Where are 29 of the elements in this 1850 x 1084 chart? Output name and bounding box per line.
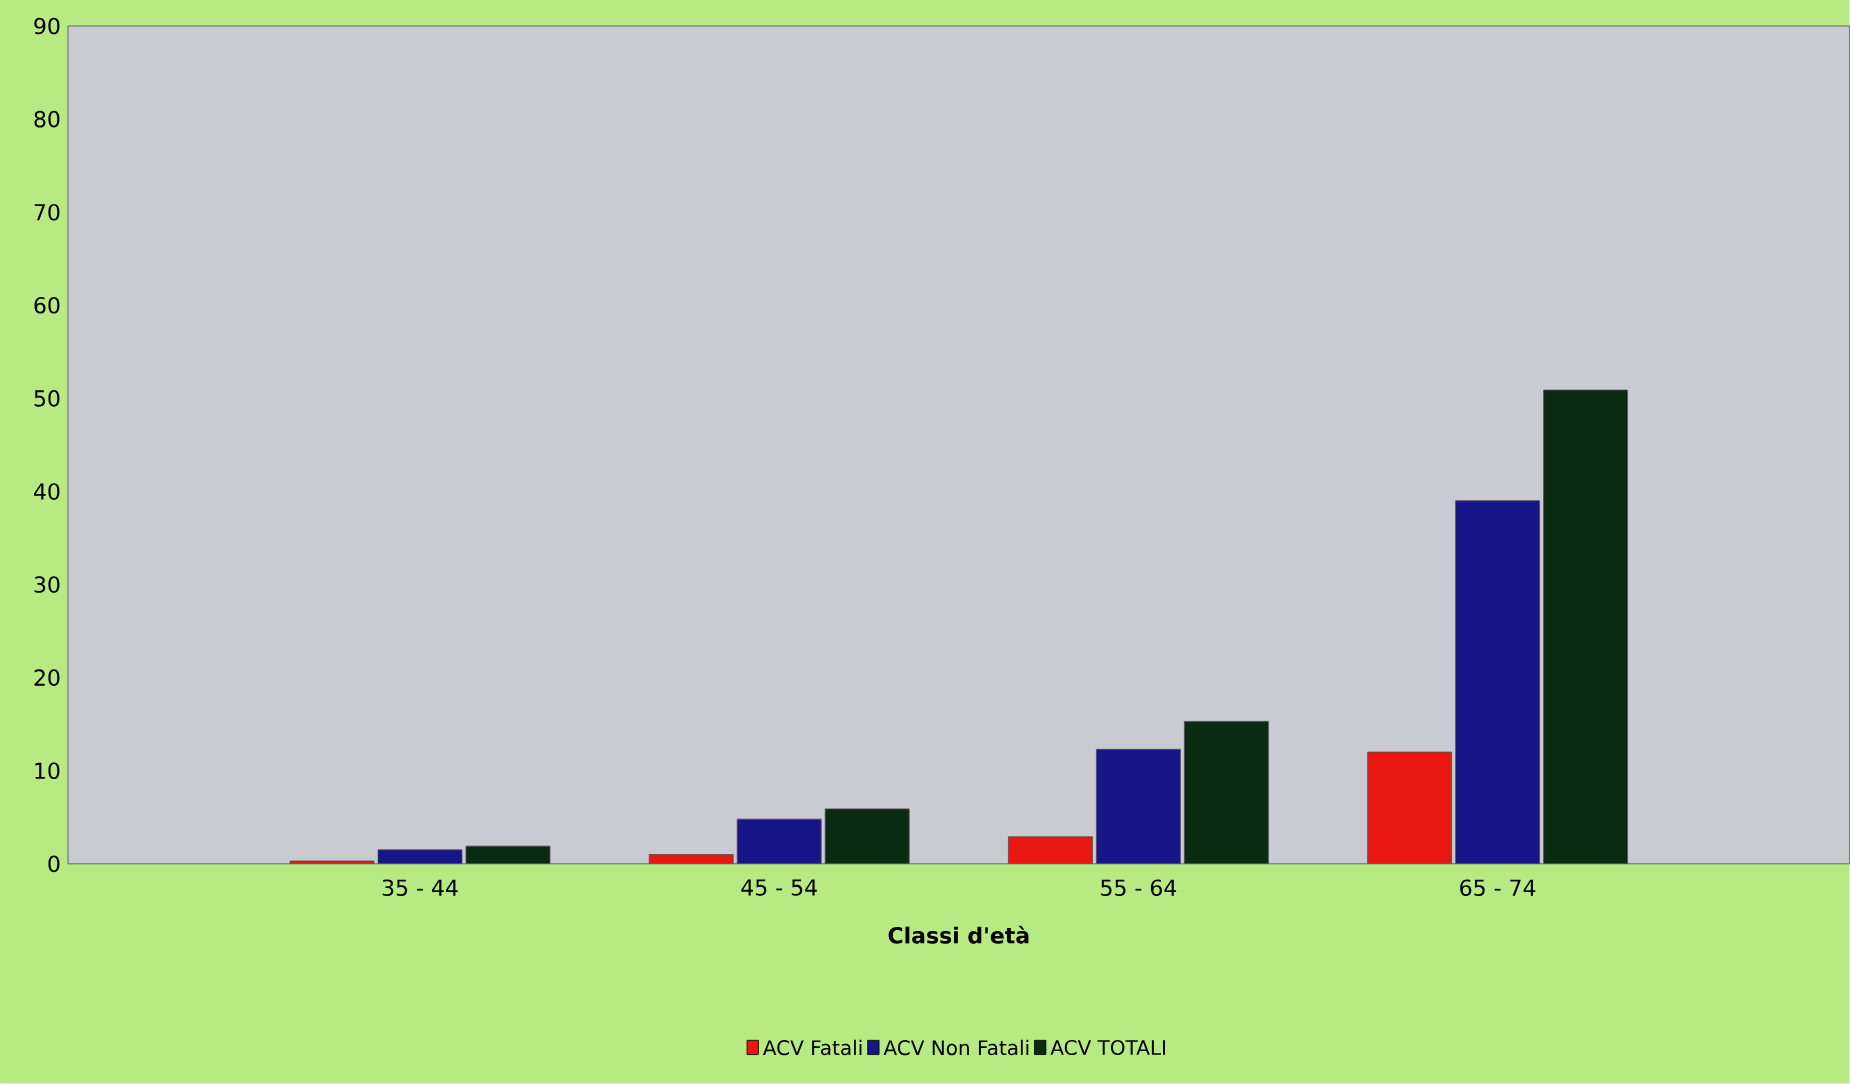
y-tick-label: 10 [35, 762, 60, 780]
y-tick-label: 90 [34, 17, 60, 35]
bar [1367, 751, 1453, 864]
legend-label: ACV Fatali [762, 1039, 862, 1056]
bar [824, 808, 910, 864]
y-tick-label: 20 [34, 669, 60, 687]
bar [736, 818, 822, 864]
y-tick-label: 60 [34, 297, 60, 314]
y-tick-label: 70 [34, 204, 60, 221]
bar [289, 860, 375, 864]
y-tick-label: 30 [34, 576, 60, 593]
y-tick-label: 80 [34, 110, 60, 128]
x-tick-label: 35 - 44 [382, 879, 458, 897]
y-tick-label: 40 [34, 483, 60, 500]
legend-label: ACV TOTALI [1050, 1040, 1165, 1056]
bar [1184, 721, 1269, 864]
bar [377, 849, 463, 864]
x-tick-label: 55 - 64 [1101, 879, 1177, 897]
x-tick-label: 45 - 54 [741, 879, 817, 896]
legend-label: ACV Non Fatali [883, 1039, 1029, 1056]
bar [1008, 836, 1093, 864]
x-tick-label: 65 - 74 [1460, 879, 1536, 897]
bar [648, 854, 734, 864]
y-tick-label: 50 [34, 390, 60, 407]
y-tick-label: 0 [48, 855, 60, 873]
x-axis-title: Classi d'età [888, 925, 1029, 944]
bar [1455, 500, 1540, 864]
bar [1096, 749, 1181, 864]
bar [1543, 389, 1628, 864]
